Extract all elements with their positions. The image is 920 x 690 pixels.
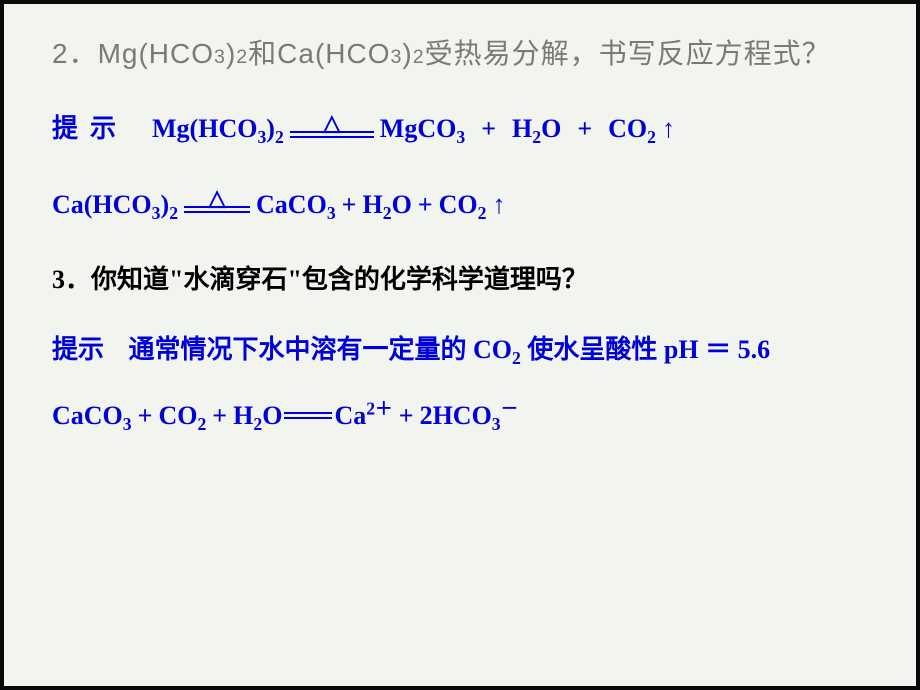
equation-1-row: 提示 Mg(HCO3)2 △ MgCO3 + H2O + CO2↑ — [52, 108, 884, 150]
eq3-a1t: CaCO — [52, 401, 123, 430]
exp-pre: 通常情况下水中溶有一定量的 — [129, 335, 467, 364]
eq2-r2s: 2 — [383, 203, 392, 223]
eq2-r2b: O — [392, 190, 412, 219]
eq2-lhs-b: ) — [161, 190, 170, 219]
eq2-lhs-s2: 2 — [169, 203, 178, 223]
eq3-a3t: H — [233, 401, 253, 430]
eq3-a3s: 2 — [253, 414, 262, 434]
eq3-a2: CO2 — [158, 395, 206, 437]
triangle-icon: △ — [323, 116, 340, 129]
exp-eq: ＝ — [705, 335, 731, 364]
q2-sub2: 2 — [236, 46, 248, 68]
hint-label-2: 提示 — [52, 335, 104, 364]
eq2-plus1: + — [342, 184, 357, 226]
equals-line — [184, 206, 250, 213]
eq1-r3a: CO — [608, 114, 647, 143]
equals-line — [284, 412, 332, 419]
q2-t2: ) — [226, 38, 236, 69]
eq1-r2b: O — [541, 114, 561, 143]
eq1-p1: MgCO3 — [380, 108, 465, 150]
eq3-a2s: 2 — [197, 414, 206, 434]
eq1-r2s: 2 — [532, 127, 541, 147]
triangle-icon: △ — [209, 191, 226, 204]
heat-arrow-1: △ — [290, 116, 374, 138]
eq1-r1s: 3 — [456, 127, 465, 147]
eq3-plus1: + — [138, 395, 153, 437]
eq3-a1: CaCO3 — [52, 395, 132, 437]
eq1-lhs-b: ) — [266, 114, 275, 143]
q2-number: 2． — [52, 38, 98, 69]
eq2-r3s: 2 — [478, 203, 487, 223]
equation-3-row: CaCO3 + CO2 + H2O Ca2＋ + 2HCO3－ — [52, 395, 884, 437]
eq3-b2c: 2HCO — [420, 401, 492, 430]
eq3-b1t: Ca — [334, 401, 366, 430]
eq1-r1a: MgCO — [380, 114, 457, 143]
q2-sub1: 3 — [214, 46, 226, 68]
eq1-r2a: H — [512, 114, 532, 143]
slide-page: 2．Mg(HCO3)2和Ca(HCO3)2受热易分解，书写反应方程式？ 提示 M… — [4, 4, 916, 686]
eq2-r1a: CaCO — [256, 190, 327, 219]
up-arrow-icon: ↑ — [662, 114, 675, 143]
q3-number: 3． — [52, 265, 91, 294]
eq2-p2: H2O — [362, 184, 411, 226]
equals-line — [290, 131, 374, 138]
eq3-a3b: O — [262, 401, 282, 430]
question-3: 3．你知道"水滴穿石"包含的化学科学道理吗？ — [52, 259, 884, 296]
eq3-b1: Ca2＋ — [334, 395, 392, 437]
eq2-lhs: Ca(HCO3)2 — [52, 184, 178, 226]
eq1-lhs-a: Mg(HCO — [152, 114, 257, 143]
eq2-p1: CaCO3 — [256, 184, 336, 226]
exp-co2: CO2 — [473, 335, 521, 364]
exp-co2a: CO — [473, 335, 512, 364]
eq3-a1s: 3 — [123, 414, 132, 434]
eq3-b2s: 3 — [492, 414, 501, 434]
eq2-r1s: 3 — [327, 203, 336, 223]
hint-label-1: 提示 — [52, 108, 128, 150]
eq1-lhs-s1: 3 — [257, 127, 266, 147]
q2-t1: Mg(HCO — [98, 38, 214, 69]
eq1-plus2: + — [577, 108, 592, 150]
eq2-r2a: H — [362, 190, 382, 219]
eq3-a3: H2O — [233, 395, 282, 437]
exp-trail: 。 — [770, 335, 796, 364]
heat-arrow-2: △ — [184, 191, 250, 213]
eq1-lhs: Mg(HCO3)2 — [152, 108, 284, 150]
eq2-lhs-s1: 3 — [152, 203, 161, 223]
eq2-p3: CO2↑ — [439, 184, 506, 226]
q2-t3: 和Ca(HCO — [248, 38, 390, 69]
eq1-plus1: + — [481, 108, 496, 150]
eq2-plus2: + — [418, 184, 433, 226]
eq3-a2t: CO — [158, 401, 197, 430]
exp-ph-label: pH — [664, 335, 699, 364]
equation-2-row: Ca(HCO3)2 △ CaCO3 + H2O + CO2↑ — [52, 184, 884, 226]
eq3-plus2: + — [212, 395, 227, 437]
eq3-b1sup: 2＋ — [366, 399, 393, 419]
eq3-plus3: + — [399, 395, 414, 437]
q2-sub3: 3 — [391, 46, 403, 68]
eq3-b2: 2HCO3－ — [420, 395, 519, 437]
eq1-p2: H2O — [512, 108, 561, 150]
eq2-lhs-a: Ca(HCO — [52, 190, 152, 219]
eq3-b2sup: － — [501, 399, 519, 419]
q2-sub4: 2 — [413, 46, 425, 68]
eq2-r3a: CO — [439, 190, 478, 219]
eq1-p3: CO2 ↑ — [608, 108, 675, 150]
exp-ph-value: 5.6 — [738, 335, 771, 364]
exp-mid: 使水呈酸性 — [527, 335, 657, 364]
question-2: 2．Mg(HCO3)2和Ca(HCO3)2受热易分解，书写反应方程式？ — [52, 32, 884, 72]
up-arrow-icon: ↑ — [492, 190, 505, 219]
q2-tail: 受热易分解，书写反应方程式？ — [425, 38, 831, 69]
eq1-lhs-s2: 2 — [275, 127, 284, 147]
eq1-r3s: 2 — [647, 127, 656, 147]
q3-text: 你知道"水滴穿石"包含的化学科学道理吗？ — [91, 265, 588, 294]
q2-t4: ) — [402, 38, 412, 69]
explanation-row: 提示 通常情况下水中溶有一定量的 CO2 使水呈酸性 pH ＝ 5.6。 — [52, 330, 884, 369]
exp-co2s: 2 — [512, 348, 521, 368]
